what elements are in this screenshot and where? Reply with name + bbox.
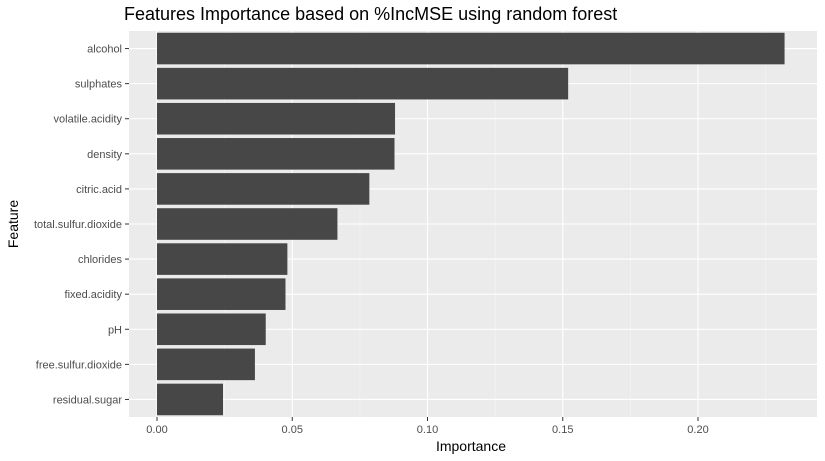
bar-pH xyxy=(157,313,266,346)
y-tick-label: chlorides xyxy=(78,254,123,266)
y-tick-label: sulphates xyxy=(75,79,123,91)
bars xyxy=(157,32,785,416)
bar-volatile-acidity xyxy=(157,102,396,135)
bar-fixed-acidity xyxy=(157,278,286,310)
bar-sulphates xyxy=(157,67,569,100)
bar-total-sulfur-dioxide xyxy=(157,208,338,240)
y-tick-label: fixed.acidity xyxy=(65,289,123,301)
bar-residual-sugar xyxy=(157,383,224,416)
y-tick-label: volatile.acidity xyxy=(54,114,123,126)
bar-free-sulfur-dioxide xyxy=(157,348,255,381)
bar-chlorides xyxy=(157,243,288,275)
bar-density xyxy=(157,138,395,170)
x-tick-label: 0.05 xyxy=(282,424,303,436)
x-axis-title: Importance xyxy=(436,438,506,454)
x-tick-label: 0.00 xyxy=(146,424,167,436)
y-axis: alcohol sulphates volatile.acidity density c… xyxy=(34,44,129,406)
y-tick-label: total.sulfur.dioxide xyxy=(34,219,122,231)
bar-citric-acid xyxy=(157,173,370,205)
y-tick-label: density xyxy=(87,149,122,161)
x-tick-label: 0.10 xyxy=(417,424,438,436)
y-tick-label: alcohol xyxy=(87,44,122,56)
y-tick-label: residual.sugar xyxy=(53,394,122,406)
y-tick-label: free.sulfur.dioxide xyxy=(36,359,122,371)
x-tick-label: 0.20 xyxy=(687,424,708,436)
bar-alcohol xyxy=(157,32,785,65)
y-tick-label: citric.acid xyxy=(76,184,122,196)
x-axis: 0.00 0.05 0.10 0.15 0.20 xyxy=(146,417,709,436)
y-axis-title: Feature xyxy=(5,200,21,248)
y-tick-label: pH xyxy=(108,324,122,336)
x-tick-label: 0.15 xyxy=(552,424,573,436)
chart-title: Features Importance based on %IncMSE usi… xyxy=(124,4,617,24)
